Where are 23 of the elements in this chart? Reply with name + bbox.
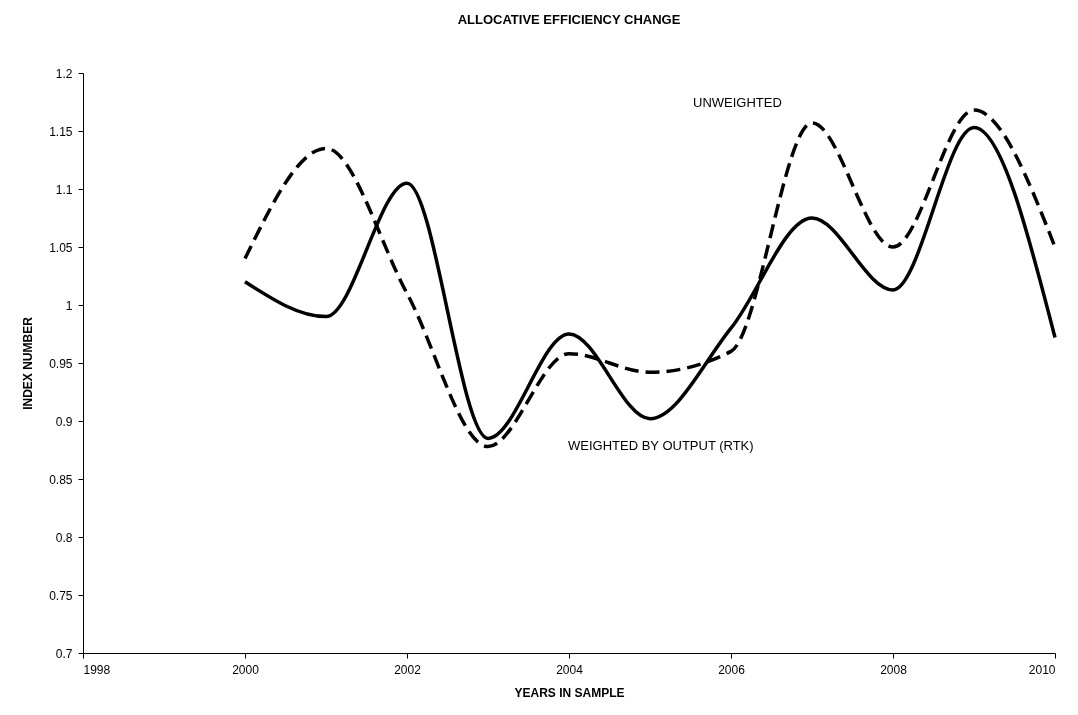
- y-tick-label: 0.7: [55, 646, 73, 661]
- x-tick-label: 2006: [718, 662, 746, 677]
- x-tick-label: 2000: [232, 662, 260, 677]
- y-tick-label: 0.85: [49, 472, 73, 487]
- text: WEIGHTED BY OUTPUT (RTK): [568, 438, 754, 453]
- y-tick-label: 0.8: [55, 530, 73, 545]
- y-tick-label: 0.75: [49, 588, 73, 603]
- y-tick-label: 1.05: [49, 240, 73, 255]
- x-axis-title: YEARS IN SAMPLE: [514, 685, 625, 700]
- y-tick-label: 0.95: [49, 356, 73, 371]
- x-tick-label: 2004: [556, 662, 584, 677]
- y-tick-label: 1: [65, 298, 73, 313]
- chart-title: ALLOCATIVE EFFICIENCY CHANGE: [457, 12, 681, 27]
- y-tick-label: 1.2: [55, 66, 73, 81]
- x-tick-label: 1998: [83, 662, 111, 677]
- text: UNWEIGHTED: [693, 95, 782, 110]
- y-tick-label: 1.1: [55, 182, 73, 197]
- y-tick-label: 0.9: [55, 414, 73, 429]
- x-tick-label: 2002: [394, 662, 422, 677]
- y-tick-label: 1.15: [49, 124, 73, 139]
- x-tick-label: 2008: [880, 662, 908, 677]
- x-tick-label: 2010: [1028, 662, 1056, 677]
- y-axis-title: INDEX NUMBER: [21, 316, 36, 410]
